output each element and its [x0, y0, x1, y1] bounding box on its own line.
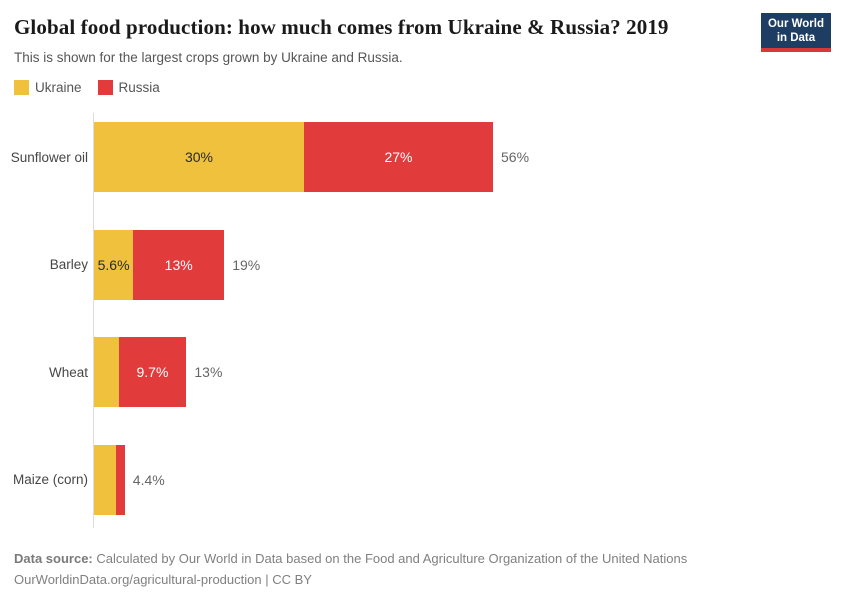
- legend-item-ukraine[interactable]: Ukraine: [14, 80, 82, 95]
- y-axis-line: [93, 113, 94, 528]
- bar-segment-ukraine-barley[interactable]: 5.6%: [94, 229, 134, 300]
- bar-segment-ukraine-sunflower-oil[interactable]: 30%: [94, 122, 304, 192]
- category-label-barley: Barley: [49, 257, 88, 272]
- bar-segment-russia-maize-corn[interactable]: [115, 444, 125, 515]
- legend-swatch-russia: [97, 80, 113, 95]
- data-source-label: Data source:: [14, 551, 93, 566]
- owid-logo-line2: in Data: [776, 32, 816, 44]
- category-label-maize-corn: Maize (corn): [12, 472, 88, 487]
- legend-label-ukraine: Ukraine: [35, 80, 82, 95]
- data-source-line: Data source: Calculated by Our World in …: [14, 548, 687, 569]
- bar-segment-russia-wheat[interactable]: 9.7%: [118, 337, 187, 407]
- bar-row-maize-corn: [94, 444, 125, 515]
- bar-total-label-sunflower-oil: 56%: [501, 149, 530, 165]
- chart-title: Global food production: how much comes f…: [14, 15, 669, 39]
- data-source-text: Calculated by Our World in Data based on…: [92, 551, 688, 566]
- bar-row-barley: 5.6% 13%: [94, 229, 225, 300]
- category-label-sunflower-oil: Sunflower oil: [10, 149, 88, 165]
- owid-logo-line1: Our World: [767, 18, 824, 30]
- bar-total-label-barley: 19%: [232, 256, 261, 273]
- chart-legend: Ukraine Russia: [14, 80, 160, 95]
- bar-total-label-maize-corn: 4.4%: [132, 471, 165, 488]
- footer-link-line[interactable]: OurWorldinData.org/agricultural-producti…: [14, 569, 687, 590]
- legend-swatch-ukraine: [14, 80, 29, 95]
- bar-segment-russia-sunflower-oil[interactable]: 27%: [304, 122, 493, 192]
- footer-link[interactable]: OurWorldinData.org/agricultural-producti…: [14, 572, 312, 587]
- bar-segment-russia-barley[interactable]: 13%: [133, 229, 225, 300]
- legend-item-russia[interactable]: Russia: [97, 80, 160, 95]
- category-label-wheat: Wheat: [48, 364, 88, 380]
- bar-total-label-wheat: 13%: [194, 364, 223, 380]
- bar-row-sunflower-oil: 30% 27%: [94, 122, 493, 192]
- bar-segment-ukraine-maize-corn[interactable]: [94, 444, 116, 515]
- legend-label-russia: Russia: [118, 80, 160, 95]
- bar-row-wheat: 9.7%: [94, 337, 187, 407]
- owid-logo[interactable]: Our World in Data: [760, 13, 831, 52]
- chart-subtitle: This is shown for the largest crops grow…: [14, 50, 403, 65]
- bar-segment-ukraine-wheat[interactable]: [94, 337, 119, 407]
- chart-footer: Data source: Calculated by Our World in …: [14, 548, 687, 590]
